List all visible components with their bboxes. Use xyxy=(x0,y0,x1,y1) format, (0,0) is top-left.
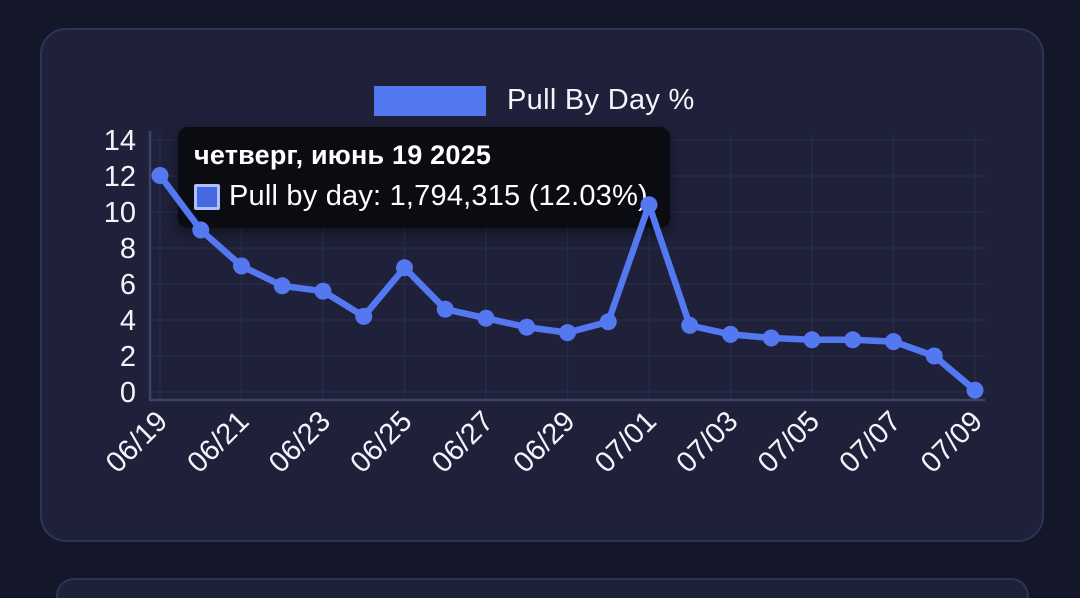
tooltip-series-marker xyxy=(194,183,220,210)
next-section-card xyxy=(56,578,1029,598)
chart-legend[interactable]: Pull By Day % xyxy=(374,84,695,117)
tooltip-value: Pull by day: 1,794,315 (12.03%) xyxy=(229,180,648,212)
chart-tooltip: четверг, июнь 19 2025 Pull by day: 1,794… xyxy=(178,127,670,228)
tooltip-title: четверг, июнь 19 2025 xyxy=(194,140,492,170)
legend-swatch xyxy=(374,85,486,116)
tooltip-row: Pull by day: 1,794,315 (12.03%) xyxy=(194,180,648,213)
legend-label: Pull By Day % xyxy=(507,84,695,116)
